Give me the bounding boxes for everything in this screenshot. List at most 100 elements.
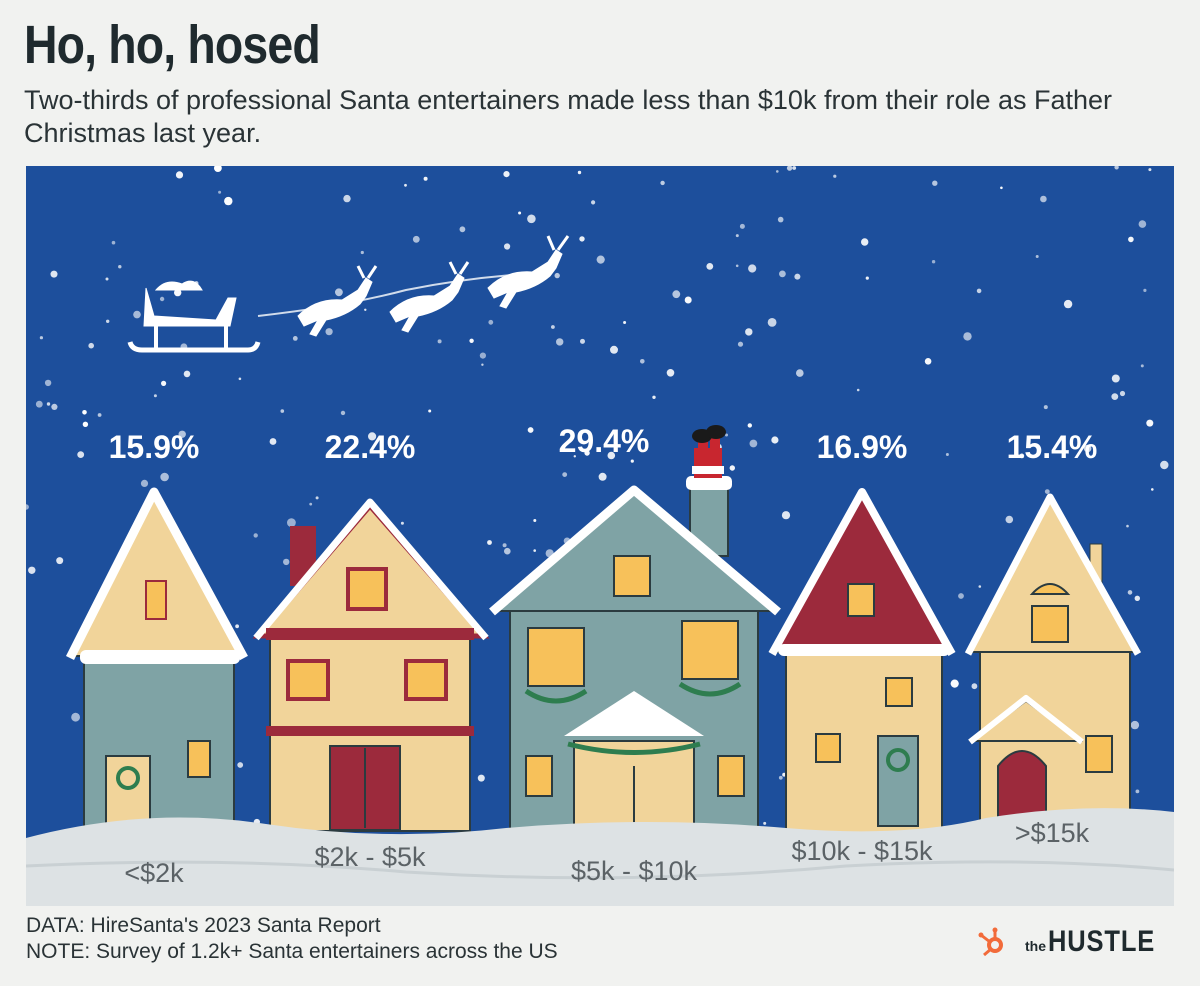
snowflake: [39, 336, 43, 340]
snowflake: [161, 380, 167, 386]
snowflake: [325, 328, 333, 336]
snowflake: [684, 296, 692, 304]
snowflake: [343, 194, 351, 203]
snowflake: [340, 410, 346, 416]
snowflake: [1000, 186, 1003, 190]
snowflake: [488, 319, 494, 325]
snowflake: [767, 318, 777, 327]
snowflake: [749, 439, 758, 448]
snow-ground: [26, 808, 1174, 906]
snowflake: [360, 250, 364, 255]
value-labels: 15.9% 22.4% 29.4% 16.9% 15.4%: [109, 423, 1098, 465]
snowflake: [527, 427, 534, 433]
snowflake: [1111, 374, 1120, 383]
snowflake: [796, 369, 804, 377]
brand-logo: the HUSTLE: [977, 922, 1174, 962]
snowflake: [737, 341, 744, 347]
snowflake: [579, 236, 585, 242]
snowflake: [487, 540, 492, 545]
snowflake: [111, 240, 116, 245]
snowflake: [971, 683, 978, 690]
snowflake: [504, 243, 511, 250]
snowflake: [82, 410, 87, 415]
snowflake: [437, 339, 442, 344]
snowflake: [28, 566, 36, 574]
snowflake: [1135, 789, 1140, 794]
snowflake: [481, 363, 484, 366]
chart-title: Ho, ho, hosed: [24, 15, 321, 75]
snowflake: [739, 223, 745, 229]
snowflake: [735, 264, 739, 268]
snowflake: [1083, 444, 1092, 453]
snowflake: [504, 547, 511, 555]
house-5k-10k: [489, 425, 781, 847]
snowflake: [309, 502, 313, 506]
snowflake: [932, 180, 938, 186]
brand-prefix: the: [1025, 938, 1046, 954]
snowflake: [786, 166, 793, 171]
snowflake: [856, 388, 860, 392]
snowflake: [178, 430, 186, 438]
snowflake: [660, 180, 665, 186]
snowflake: [56, 557, 64, 565]
snowflake: [607, 451, 616, 460]
snowflake: [794, 273, 801, 280]
snowflake: [1127, 590, 1133, 595]
value-label: 16.9%: [817, 429, 908, 465]
snowflake: [218, 190, 222, 194]
snowflake: [237, 762, 244, 768]
reindeer-icon: [297, 265, 378, 337]
snowflake: [777, 216, 784, 223]
snowflake: [283, 558, 290, 566]
snowflake: [745, 328, 753, 336]
snowflake: [287, 518, 296, 527]
snowflake: [1148, 168, 1152, 172]
snowflake: [1044, 489, 1050, 494]
snowflake: [174, 288, 182, 297]
snowflake: [292, 336, 298, 341]
snowflake: [945, 453, 949, 456]
value-label: 29.4%: [559, 423, 650, 459]
snowflake: [183, 370, 191, 378]
reindeer-icon: [389, 261, 470, 333]
snowflake: [776, 170, 779, 173]
snowflake: [573, 455, 576, 458]
snowflake: [106, 319, 110, 323]
snowflake: [518, 211, 522, 215]
snowflake: [105, 277, 109, 281]
snowflake: [1043, 405, 1048, 410]
snowflake: [623, 321, 627, 324]
snowflake: [315, 496, 319, 500]
snowflake: [556, 338, 564, 346]
snowflake: [269, 438, 277, 445]
snowflake: [1151, 488, 1154, 491]
snowflake: [400, 521, 404, 525]
snowflake: [133, 310, 141, 319]
snowflake: [82, 421, 89, 427]
snowflake: [35, 400, 43, 408]
snowflake: [235, 624, 240, 629]
snowflake: [1138, 220, 1147, 228]
snowflake: [861, 238, 869, 246]
snowflake: [280, 409, 285, 413]
snowflake: [562, 472, 568, 477]
snowflake: [77, 451, 85, 458]
snowflake: [214, 166, 222, 172]
snowflake: [412, 235, 420, 243]
snowflake: [1019, 453, 1025, 459]
house-under-2k: [65, 487, 248, 847]
survey-note: NOTE: Survey of 1.2k+ Santa entertainers…: [26, 940, 558, 963]
chart-subtitle: Two-thirds of professional Santa enterta…: [24, 85, 1113, 148]
snowflake: [865, 276, 869, 280]
data-source: DATA: HireSanta's 2023 Santa Report: [26, 914, 381, 937]
snowflake: [50, 270, 58, 278]
snowflake: [950, 679, 959, 688]
snowflake: [1119, 390, 1126, 397]
snowflake: [591, 200, 596, 205]
snowflake: [1114, 166, 1119, 170]
brand-name: HUSTLE: [1048, 925, 1156, 958]
snowflake: [51, 403, 58, 410]
reindeer-icon: [487, 235, 570, 309]
snowflake: [175, 171, 184, 179]
snowflake: [404, 183, 407, 187]
